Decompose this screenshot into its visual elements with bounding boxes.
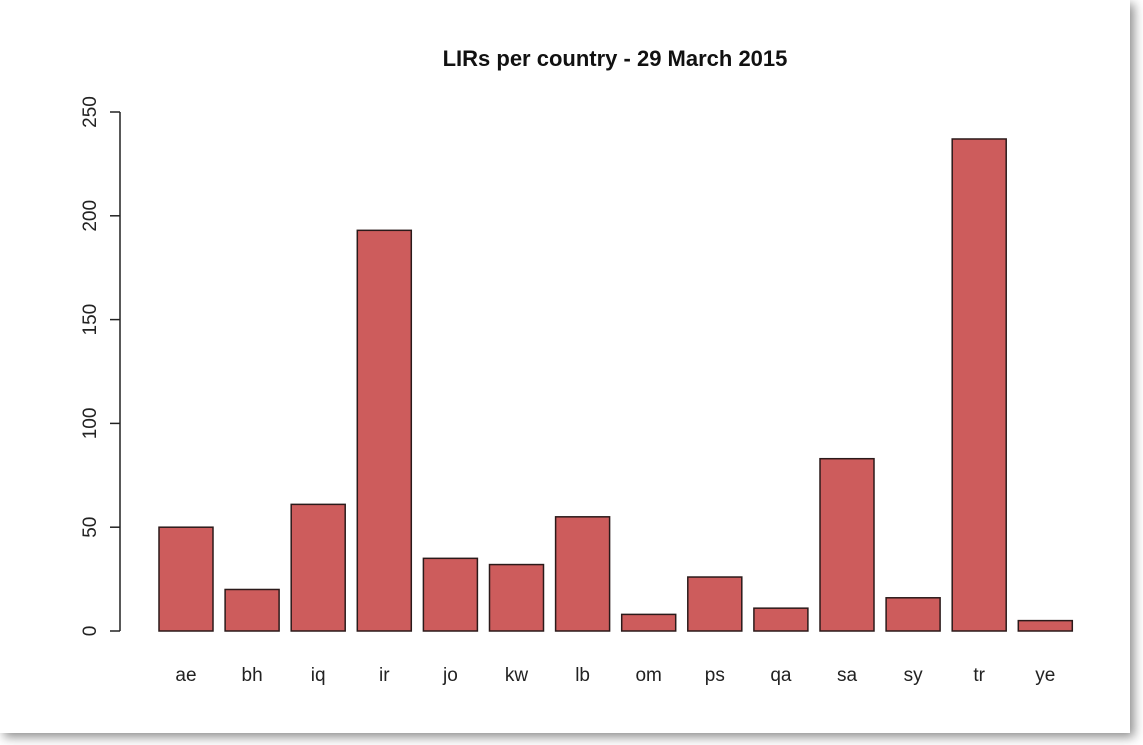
x-tick-label: ye bbox=[1035, 665, 1055, 686]
x-tick-label: lb bbox=[575, 665, 590, 686]
x-tick-label: jo bbox=[442, 665, 458, 686]
bar-om bbox=[620, 613, 677, 632]
x-tick-label: om bbox=[635, 665, 661, 686]
bar-iq bbox=[290, 503, 346, 632]
bars-group bbox=[158, 138, 1074, 632]
x-tick-label: ps bbox=[705, 665, 725, 686]
x-axis-labels: ae bh iq ir jo kw lb om ps qa sa sy tr ye bbox=[175, 665, 1055, 686]
chart-title: LIRs per country - 29 March 2015 bbox=[443, 46, 788, 71]
bar-ir bbox=[356, 229, 413, 632]
bar-sa bbox=[819, 457, 875, 632]
x-tick-label: ir bbox=[379, 665, 390, 686]
bar-lb bbox=[554, 516, 611, 632]
y-tick-label: 200 bbox=[80, 200, 101, 232]
bar-kw bbox=[488, 563, 545, 632]
bar-qa bbox=[753, 607, 809, 632]
x-tick-label: sa bbox=[837, 665, 858, 686]
y-tick-label: 100 bbox=[80, 408, 101, 440]
x-tick-label: bh bbox=[242, 665, 263, 686]
y-tick-label: 250 bbox=[80, 96, 101, 128]
bar-ae bbox=[158, 526, 214, 632]
y-tick-label: 0 bbox=[80, 626, 101, 637]
x-tick-label: kw bbox=[505, 665, 529, 686]
x-tick-label: tr bbox=[973, 665, 985, 686]
x-tick-label: qa bbox=[770, 665, 792, 686]
y-tick-label: 50 bbox=[80, 517, 101, 538]
x-tick-label: sy bbox=[904, 665, 924, 686]
chart-frame: LIRs per country - 29 March 2015 0 50 100 1… bbox=[80, 46, 1074, 686]
bar-ye bbox=[1017, 619, 1074, 632]
bar-jo bbox=[422, 557, 479, 632]
bar-sy bbox=[885, 597, 941, 632]
bar-bh bbox=[224, 588, 280, 632]
y-axis: 0 50 100 150 200 250 bbox=[80, 96, 120, 636]
bar-tr bbox=[951, 138, 1007, 632]
x-tick-label: iq bbox=[311, 665, 326, 686]
x-tick-label: ae bbox=[175, 665, 196, 686]
bar-chart: LIRs per country - 29 March 2015 0 50 100 1… bbox=[80, 46, 1074, 686]
y-tick-label: 150 bbox=[80, 304, 101, 336]
bar-ps bbox=[687, 576, 743, 632]
